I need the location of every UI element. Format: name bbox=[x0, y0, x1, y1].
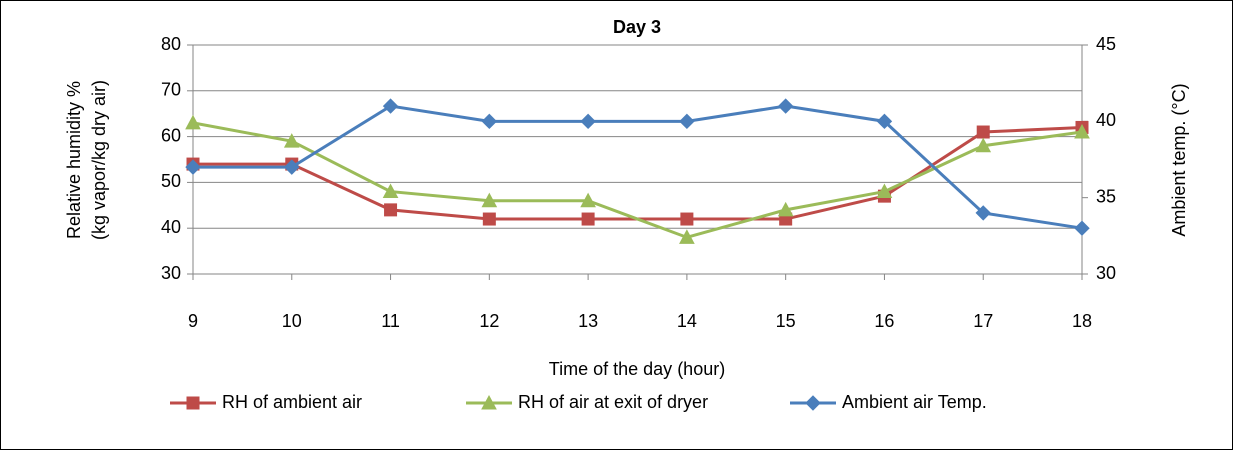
marker bbox=[283, 133, 300, 148]
y-tick-label: 40 bbox=[161, 217, 181, 237]
marker bbox=[876, 183, 893, 199]
x-tick-label: 10 bbox=[282, 311, 302, 331]
marker bbox=[186, 396, 200, 410]
y2-tick-label: 35 bbox=[1096, 186, 1116, 206]
y-axis-label: Relative humidity % bbox=[64, 81, 84, 239]
y2-tick-label: 40 bbox=[1096, 110, 1116, 130]
marker bbox=[384, 203, 398, 217]
marker bbox=[679, 113, 695, 130]
y-tick-label: 50 bbox=[161, 171, 181, 191]
marker bbox=[481, 113, 498, 130]
x-tick-label: 18 bbox=[1072, 311, 1092, 331]
marker bbox=[975, 137, 992, 153]
legend-label: RH of ambient air bbox=[222, 392, 362, 412]
y-tick-label: 80 bbox=[161, 34, 181, 54]
x-tick-label: 14 bbox=[677, 311, 697, 331]
marker bbox=[580, 192, 596, 208]
marker bbox=[382, 98, 399, 114]
marker bbox=[1074, 123, 1090, 139]
marker bbox=[805, 395, 821, 411]
marker bbox=[777, 201, 794, 217]
marker bbox=[185, 114, 201, 130]
series-line bbox=[193, 104, 1083, 230]
x-axis-label: Time of the day (hour) bbox=[549, 359, 725, 379]
x-tick-label: 13 bbox=[578, 311, 598, 331]
marker bbox=[481, 394, 497, 410]
marker bbox=[777, 98, 794, 114]
marker bbox=[482, 212, 496, 226]
y2-axis-label: Ambient temp. (°C) bbox=[1169, 83, 1189, 236]
marker bbox=[284, 159, 300, 175]
marker bbox=[679, 229, 695, 244]
y-axis-label: (kg vapor/kg dry air) bbox=[89, 80, 109, 240]
marker bbox=[581, 212, 595, 226]
x-tick-label: 16 bbox=[874, 311, 894, 331]
x-tick-label: 11 bbox=[381, 311, 400, 331]
marker bbox=[1074, 220, 1090, 236]
marker bbox=[481, 192, 498, 208]
x-tick-label: 17 bbox=[973, 311, 993, 331]
marker bbox=[580, 113, 596, 130]
y-tick-label: 60 bbox=[161, 125, 181, 145]
legend-label: Ambient air Temp. bbox=[842, 392, 987, 412]
marker bbox=[976, 125, 990, 139]
x-tick-label: 12 bbox=[479, 311, 499, 331]
chart-title: Day 3 bbox=[613, 17, 661, 37]
y-tick-label: 30 bbox=[161, 263, 181, 283]
marker bbox=[382, 183, 399, 199]
y2-tick-label: 45 bbox=[1096, 34, 1116, 54]
y-tick-label: 70 bbox=[161, 80, 181, 100]
x-tick-label: 9 bbox=[188, 311, 198, 331]
marker bbox=[680, 212, 694, 226]
marker bbox=[876, 113, 893, 130]
legend-label: RH of air at exit of dryer bbox=[518, 392, 708, 412]
y2-tick-label: 30 bbox=[1096, 263, 1116, 283]
marker bbox=[975, 205, 991, 221]
marker bbox=[185, 159, 201, 175]
x-tick-label: 15 bbox=[776, 311, 796, 331]
